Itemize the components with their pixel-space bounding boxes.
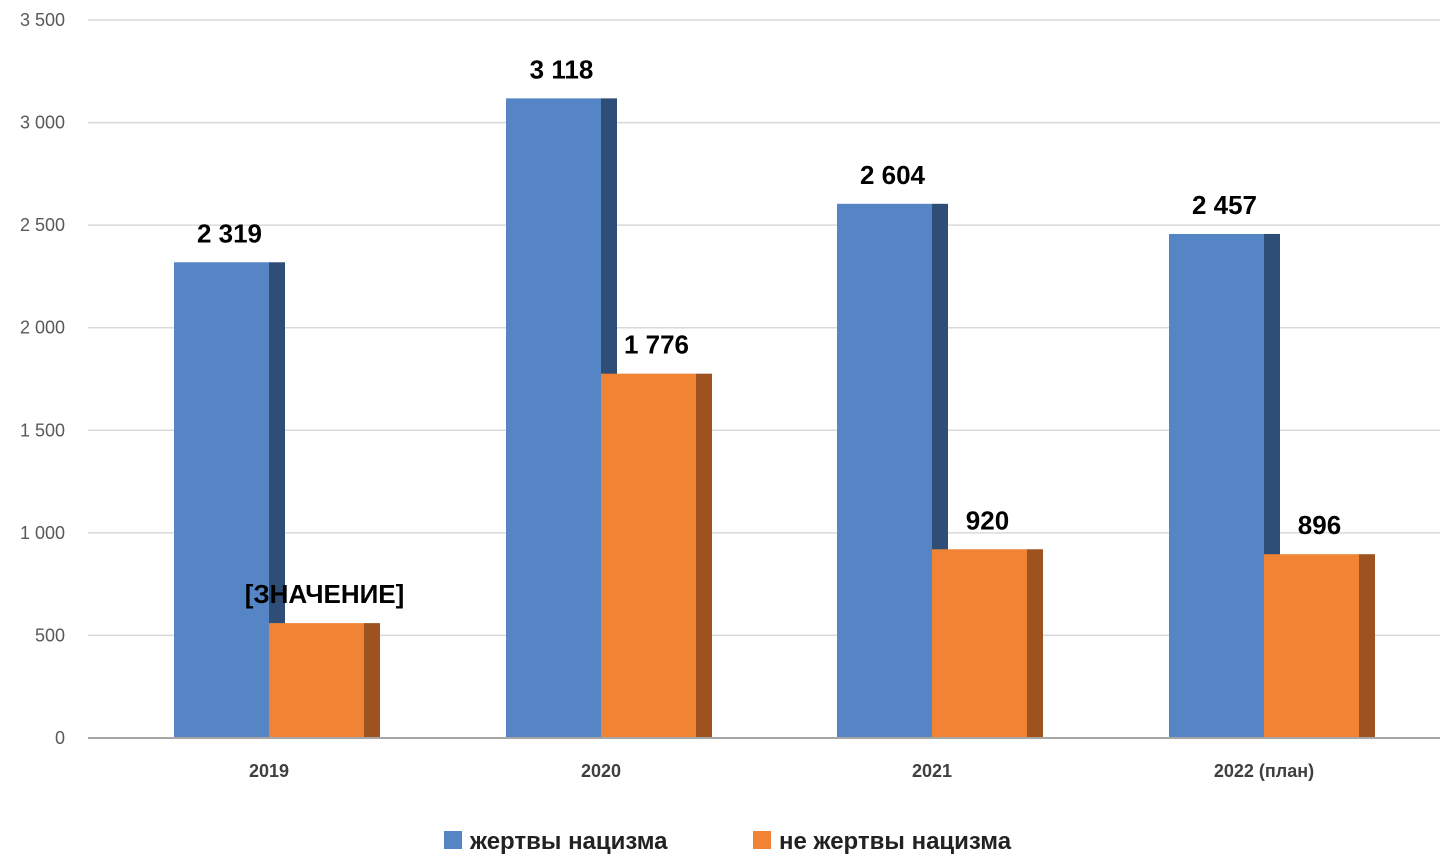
bar xyxy=(174,262,269,738)
y-tick-label: 0 xyxy=(55,728,65,748)
bar-side xyxy=(269,262,285,738)
legend-swatch xyxy=(444,831,462,849)
y-axis: 0 500 1 000 1 500 2 000 2 500 3 000 3 500 xyxy=(20,10,65,748)
legend-label: жертвы нацизма xyxy=(469,828,668,855)
legend-label: не жертвы нацизма xyxy=(779,828,1012,855)
gridlines xyxy=(88,19,1440,637)
bar xyxy=(837,203,932,739)
x-tick-label: 2019 xyxy=(249,761,289,781)
legend: жертвы нацизма не жертвы нацизма xyxy=(444,828,1012,855)
data-label: 896 xyxy=(1298,510,1341,540)
data-label: 2 319 xyxy=(197,218,262,248)
bar-side xyxy=(696,373,712,738)
x-tick-label: 2020 xyxy=(581,761,621,781)
bar xyxy=(601,373,696,738)
data-labels: 2 319 3 118 2 604 2 457 [ЗНАЧЕНИЕ] 1 776 920 89… xyxy=(197,54,1341,609)
data-label: 2 604 xyxy=(860,160,926,190)
y-tick-label: 3 500 xyxy=(20,10,65,30)
y-tick-label: 1 000 xyxy=(20,523,65,543)
x-tick-label: 2021 xyxy=(912,761,952,781)
data-label: 2 457 xyxy=(1192,190,1257,220)
bar xyxy=(1264,554,1359,738)
data-label: 3 118 xyxy=(530,54,594,84)
data-label: 1 776 xyxy=(624,330,689,360)
bar xyxy=(506,98,601,739)
data-label: 920 xyxy=(966,505,1009,535)
x-tick-label: 2022 (план) xyxy=(1214,761,1314,781)
bar-side xyxy=(1027,549,1043,738)
y-tick-label: 1 500 xyxy=(20,420,65,440)
bar-side xyxy=(1359,554,1375,738)
bar xyxy=(269,623,364,738)
bars xyxy=(174,98,1375,739)
bar-side xyxy=(364,623,380,738)
y-tick-label: 3 000 xyxy=(20,113,65,133)
legend-swatch xyxy=(753,831,771,849)
y-tick-label: 2 000 xyxy=(20,318,65,338)
bar xyxy=(932,549,1027,738)
bar xyxy=(1169,233,1264,739)
y-tick-label: 2 500 xyxy=(20,215,65,235)
data-label: [ЗНАЧЕНИЕ] xyxy=(245,579,405,609)
x-axis: 2019 2020 2021 2022 (план) xyxy=(88,737,1440,781)
y-tick-label: 500 xyxy=(35,625,65,645)
